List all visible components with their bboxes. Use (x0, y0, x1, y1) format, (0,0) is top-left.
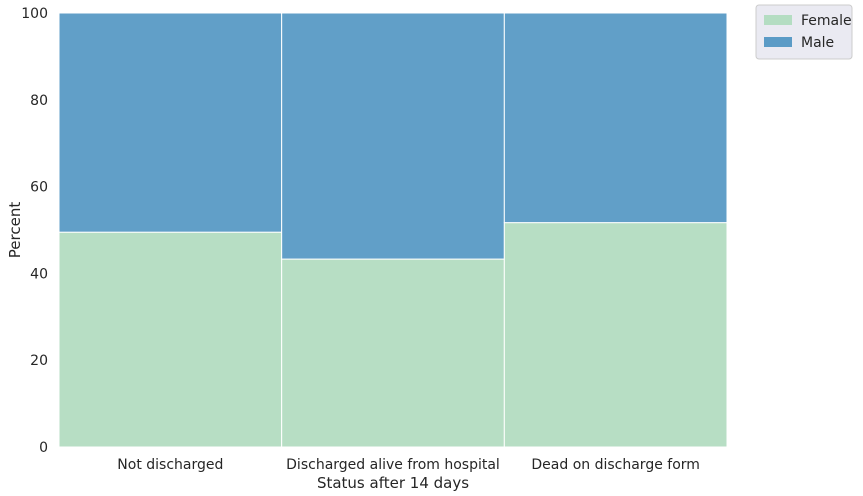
y-tick-label: 20 (30, 353, 48, 369)
y-tick-label: 40 (30, 266, 48, 282)
legend: Female Male (755, 4, 853, 60)
x-axis-label: Status after 14 days (317, 474, 469, 492)
legend-label-male: Male (801, 35, 834, 51)
y-axis-label: Percent (6, 202, 24, 259)
y-axis-ticks: 0 20 40 60 80 100 (21, 6, 48, 456)
legend-swatch-female (764, 15, 792, 25)
bar-male-3 (503, 12, 728, 224)
legend-swatch-male (764, 37, 792, 47)
x-axis-ticks: Not discharged Discharged alive from hosp… (117, 457, 700, 473)
x-tick-label: Discharged alive from hospital (286, 457, 500, 473)
bar-female-3 (503, 222, 728, 448)
legend-label-female: Female (801, 13, 852, 29)
x-tick-label: Dead on discharge form (531, 457, 700, 473)
y-tick-label: 0 (39, 440, 48, 456)
y-tick-label: 100 (21, 6, 48, 22)
bar-female-2 (281, 258, 505, 448)
bar-female-1 (58, 231, 283, 448)
bar-male-2 (281, 12, 505, 260)
x-tick-label: Not discharged (117, 457, 223, 473)
y-tick-label: 80 (30, 93, 48, 109)
bar-male-1 (58, 12, 283, 233)
bars-group (58, 12, 728, 448)
y-tick-label: 60 (30, 180, 48, 196)
